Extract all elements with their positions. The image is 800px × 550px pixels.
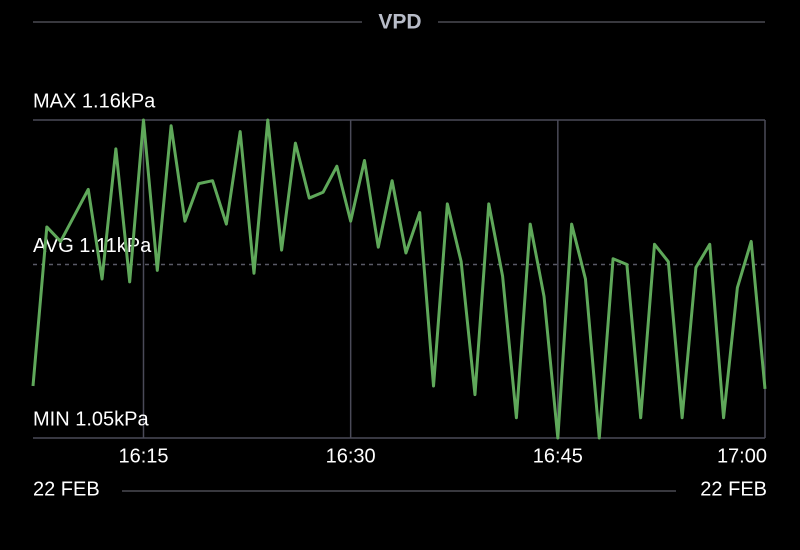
- chart-title: VPD: [378, 11, 421, 34]
- date-start: 22 FEB: [33, 478, 100, 500]
- reference-label: MAX 1.16kPa: [33, 90, 156, 112]
- x-tick-label: 16:45: [533, 445, 583, 467]
- x-tick-label: 16:30: [326, 445, 376, 467]
- reference-label: MIN 1.05kPa: [33, 408, 149, 430]
- data-line: [31, 118, 767, 440]
- date-end: 22 FEB: [700, 478, 767, 500]
- x-tick-label: 17:00: [717, 445, 767, 467]
- x-tick-label: 16:15: [118, 445, 168, 467]
